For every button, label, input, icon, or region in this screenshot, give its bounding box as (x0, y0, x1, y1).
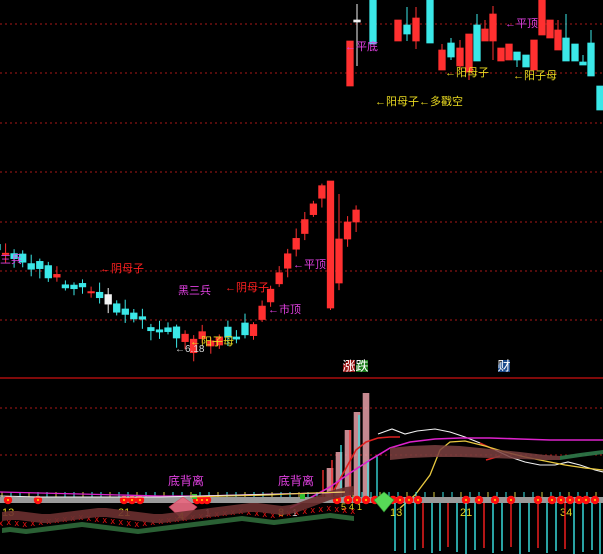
svg-text:财: 财 (497, 359, 510, 374)
svg-text:←平底: ←平底 (345, 39, 378, 53)
svg-text:1: 1 (357, 502, 362, 512)
svg-text:x: x (343, 505, 348, 515)
svg-text:x: x (327, 503, 332, 513)
svg-text:←阴母子: ←阴母子 (100, 262, 144, 275)
svg-text:跌: 跌 (355, 359, 368, 374)
svg-text:黑三兵: 黑三兵 (178, 284, 211, 297)
svg-text:←阴母子: ←阴母子 (225, 281, 269, 294)
svg-text:←6.18: ←6.18 (175, 344, 205, 355)
svg-text:13: 13 (390, 507, 402, 519)
svg-text:←平顶: ←平顶 (505, 17, 538, 30)
svg-text:←阳母子←多戳空: ←阳母子←多戳空 (375, 94, 463, 108)
svg-text:x: x (335, 504, 340, 514)
svg-text:←阳子母: ←阳子母 (513, 69, 557, 82)
svg-text:←市顶: ←市顶 (268, 302, 301, 316)
svg-text:底背离: 底背离 (278, 473, 314, 488)
svg-text:三兵: 三兵 (0, 253, 22, 266)
svg-text:←平顶: ←平顶 (293, 258, 326, 271)
svg-text:x: x (351, 506, 356, 516)
svg-text:34: 34 (560, 507, 572, 519)
svg-text:涨: 涨 (342, 359, 355, 374)
svg-text:底背离: 底背离 (168, 473, 204, 488)
svg-text:x: x (319, 504, 324, 514)
svg-text:←阳母子: ←阳母子 (445, 66, 489, 79)
